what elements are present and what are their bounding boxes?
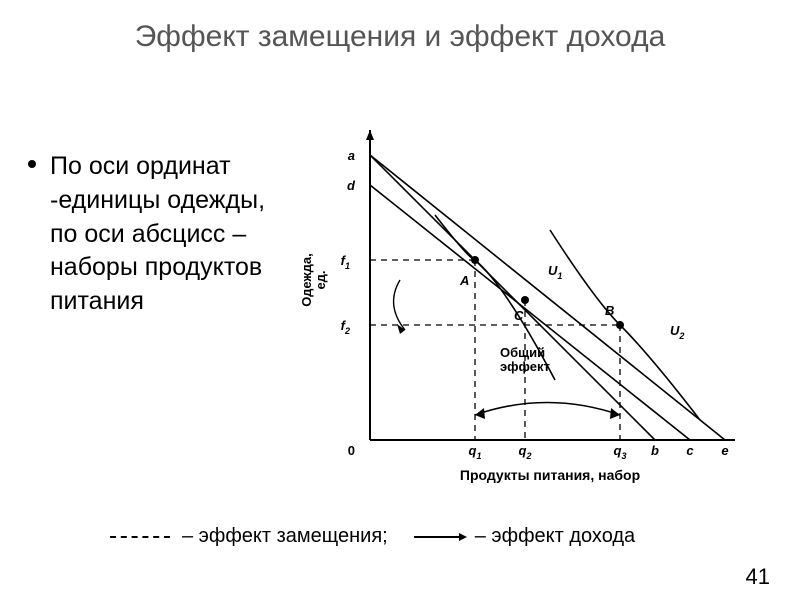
lab-q3: q3 bbox=[614, 443, 627, 461]
chart-svg: a d f1 f2 0 q1 q2 q3 b c e Продукты пита… bbox=[300, 130, 750, 500]
budget-line-dc bbox=[370, 185, 690, 440]
total-effect-label: Общийэффект bbox=[500, 345, 550, 374]
lab-u2: U2 bbox=[670, 323, 684, 341]
legend-dash-icon bbox=[110, 536, 170, 538]
y-axis-arrow-icon bbox=[366, 130, 374, 140]
lab-point-a: A bbox=[459, 273, 469, 288]
lab-q1: q1 bbox=[469, 443, 482, 461]
lab-q2: q2 bbox=[519, 443, 532, 461]
legend-arrow-icon bbox=[414, 536, 459, 538]
arrow-curve-left bbox=[394, 280, 405, 330]
lab-f1: f1 bbox=[341, 253, 350, 271]
slide-title: Эффект замещения и эффект дохода bbox=[0, 20, 800, 54]
chart-area: a d f1 f2 0 q1 q2 q3 b c e Продукты пита… bbox=[300, 130, 750, 500]
budget-line-ae bbox=[370, 155, 725, 440]
point-c bbox=[521, 296, 529, 304]
legend-substitution: – эффект замещения; bbox=[182, 525, 388, 548]
lab-point-c: C bbox=[514, 308, 524, 323]
point-b bbox=[616, 321, 624, 329]
lab-origin: 0 bbox=[348, 443, 355, 458]
bullet-content: По оси ординат -единицы одежды, по оси а… bbox=[50, 152, 265, 315]
bullet-text: По оси ординат -единицы одежды, по оси а… bbox=[50, 150, 290, 319]
total-effect-arc bbox=[475, 403, 620, 416]
slide: Эффект замещения и эффект дохода По оси … bbox=[0, 0, 800, 608]
point-a bbox=[471, 256, 479, 264]
lab-a: a bbox=[348, 148, 355, 163]
legend-income: – эффект дохода bbox=[475, 525, 635, 548]
budget-line-ab bbox=[370, 155, 655, 440]
lab-d: d bbox=[347, 178, 356, 193]
legend: – эффект замещения; – эффект дохода bbox=[110, 525, 635, 548]
page-number: 41 bbox=[746, 564, 770, 590]
x-axis-label: Продукты питания, набор bbox=[460, 467, 640, 483]
bullet-dot-icon bbox=[28, 160, 36, 168]
total-arc-right-head-icon bbox=[610, 408, 620, 419]
lab-u1: U1 bbox=[548, 263, 562, 281]
lab-e: e bbox=[721, 443, 728, 458]
lab-b: b bbox=[651, 443, 659, 458]
total-arc-left-head-icon bbox=[475, 408, 485, 419]
lab-point-b: B bbox=[605, 303, 614, 318]
lab-c: c bbox=[686, 443, 694, 458]
lab-f2: f2 bbox=[341, 318, 350, 336]
